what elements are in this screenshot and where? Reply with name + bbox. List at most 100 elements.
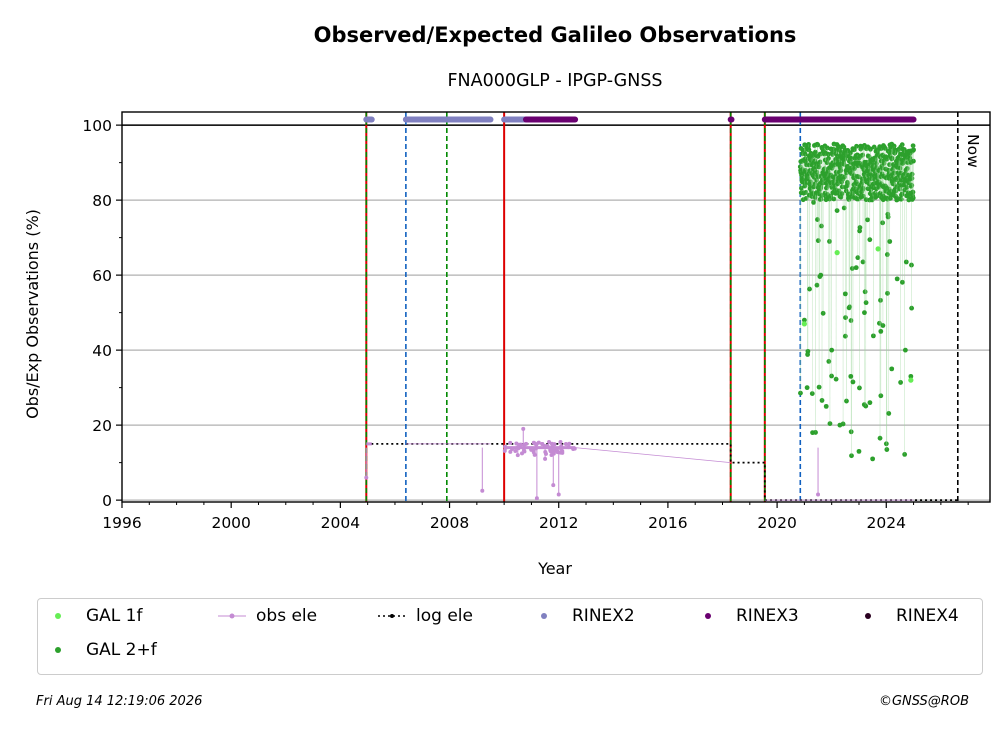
gal-2f-point bbox=[815, 217, 820, 222]
obs-ele-point bbox=[816, 492, 821, 497]
gal-2f-point bbox=[865, 217, 870, 223]
obs-ele-point bbox=[502, 448, 507, 453]
gal-2f-point bbox=[848, 373, 854, 379]
obs-ele-point bbox=[534, 496, 539, 501]
gal-2f-point bbox=[844, 398, 849, 404]
obs-ele-marker-icon bbox=[218, 613, 246, 619]
gal-2f-point bbox=[827, 239, 832, 244]
legend-label: RINEX3 bbox=[736, 606, 799, 626]
gal-2f-marker-icon bbox=[55, 647, 61, 653]
gal-2f-point bbox=[887, 239, 893, 244]
obs-ele-point bbox=[563, 442, 568, 447]
obs-ele-point bbox=[534, 442, 539, 447]
gal-2f-point bbox=[893, 188, 899, 194]
gal-2f-point bbox=[878, 297, 883, 303]
obs-ele-point bbox=[548, 447, 553, 452]
gal-2f-point bbox=[901, 147, 907, 152]
gal-2f-point bbox=[891, 143, 897, 149]
legend-label: RINEX4 bbox=[896, 606, 959, 626]
legend-item-obs-ele: obs ele bbox=[218, 606, 317, 626]
obs-ele-point bbox=[555, 450, 560, 455]
legend-item-rinex2: RINEX2 bbox=[534, 606, 635, 626]
rinex4-marker-icon bbox=[865, 613, 871, 619]
obs-ele-point bbox=[513, 448, 518, 453]
gal-2f-point bbox=[817, 159, 823, 165]
gal-2f-point bbox=[855, 255, 861, 261]
gal-2f-point bbox=[824, 145, 830, 151]
x-tick-label: 2000 bbox=[211, 514, 250, 532]
obs-ele-point bbox=[515, 445, 520, 450]
obs-ele-point bbox=[510, 446, 515, 451]
gal-2f-point bbox=[819, 398, 825, 403]
gal-2f-point bbox=[837, 422, 843, 428]
legend-item-gal-1f: GAL 1f bbox=[48, 606, 142, 626]
gal-2f-point bbox=[909, 262, 914, 268]
gal-2f-point bbox=[811, 199, 816, 205]
legend-item-rinex3: RINEX3 bbox=[698, 606, 799, 626]
x-axis-label: Year bbox=[537, 559, 572, 578]
gal-2f-point bbox=[862, 310, 867, 316]
gal-2f-point bbox=[810, 430, 815, 436]
x-tick-label: 2024 bbox=[867, 514, 906, 532]
gal-2f-point bbox=[908, 373, 914, 379]
x-tick-label: 2016 bbox=[648, 514, 687, 532]
legend-label: obs ele bbox=[256, 606, 318, 626]
log-ele-marker-icon bbox=[378, 614, 406, 618]
obs-ele-point bbox=[531, 447, 536, 452]
gal-2f-point bbox=[902, 347, 908, 353]
gal-2f-point bbox=[903, 259, 909, 265]
obs-ele-point bbox=[364, 475, 369, 480]
footer-credit: ©GNSS@ROB bbox=[878, 694, 969, 709]
obs-ele-point bbox=[549, 453, 554, 458]
rinex2-marker-icon bbox=[541, 613, 547, 619]
chart-subtitle: FNA000GLP - IPGP-GNSS bbox=[447, 71, 662, 91]
gal-2f-point bbox=[804, 385, 810, 391]
x-tick-label: 2008 bbox=[430, 514, 469, 532]
gal-2f-point bbox=[848, 429, 854, 435]
gal-2f-point bbox=[816, 384, 822, 390]
gal-2f-point bbox=[801, 317, 807, 323]
legend-item-gal-2f: GAL 2+f bbox=[48, 640, 157, 660]
gal-2f-point bbox=[911, 147, 916, 153]
obs-ele-point bbox=[508, 449, 513, 454]
gal-2f-point bbox=[884, 447, 890, 452]
obs-ele-point bbox=[503, 444, 508, 449]
gal-2f-point bbox=[870, 456, 876, 462]
footer-timestamp: Fri Aug 14 12:19:06 2026 bbox=[36, 694, 203, 709]
gal-1f-point bbox=[834, 250, 840, 256]
y-tick-label: 20 bbox=[92, 417, 112, 435]
obs-ele-point bbox=[515, 453, 520, 458]
gal-2f-point bbox=[831, 196, 837, 202]
obs-ele-point bbox=[521, 426, 526, 431]
legend-label: GAL 2+f bbox=[86, 640, 157, 660]
obs-ele-point bbox=[572, 446, 577, 451]
gal-1f-point bbox=[801, 321, 807, 327]
y-tick-label: 100 bbox=[82, 117, 112, 135]
gal-2f-point bbox=[853, 265, 859, 271]
plot-area: 0 20 40 60 80 100 1996 2000 2004 2008 2012 2016 2020… bbox=[82, 111, 991, 532]
gal-2f-point bbox=[815, 238, 821, 244]
obs-ele-point bbox=[508, 440, 513, 445]
obs-ele-point bbox=[552, 442, 557, 447]
gal-2f-point bbox=[880, 220, 886, 226]
obs-ele-point bbox=[551, 483, 556, 488]
y-tick-label: 0 bbox=[102, 492, 112, 510]
gal-2f-point bbox=[807, 286, 812, 292]
y-tick-label: 60 bbox=[92, 267, 112, 285]
y-axis-label: Obs/Exp Observations (%) bbox=[23, 209, 42, 419]
gal-2f-point bbox=[827, 421, 833, 427]
obs-ele-point bbox=[545, 443, 550, 448]
gal-2f-point bbox=[862, 289, 868, 295]
obs-ele-point bbox=[480, 488, 485, 493]
y-tick-label: 40 bbox=[92, 342, 112, 360]
obs-ele-point bbox=[558, 440, 563, 445]
gal-2f-point bbox=[856, 448, 862, 454]
gal-2f-point bbox=[845, 181, 851, 186]
gal-2f-point bbox=[818, 272, 824, 278]
gal-1f-marker-icon bbox=[55, 613, 61, 619]
obs-ele-point bbox=[566, 445, 571, 450]
obs-ele-segment bbox=[575, 447, 731, 464]
gal-2f-point bbox=[867, 400, 873, 406]
x-tick-label: 2004 bbox=[321, 514, 360, 532]
gal-2f-point bbox=[910, 195, 916, 201]
